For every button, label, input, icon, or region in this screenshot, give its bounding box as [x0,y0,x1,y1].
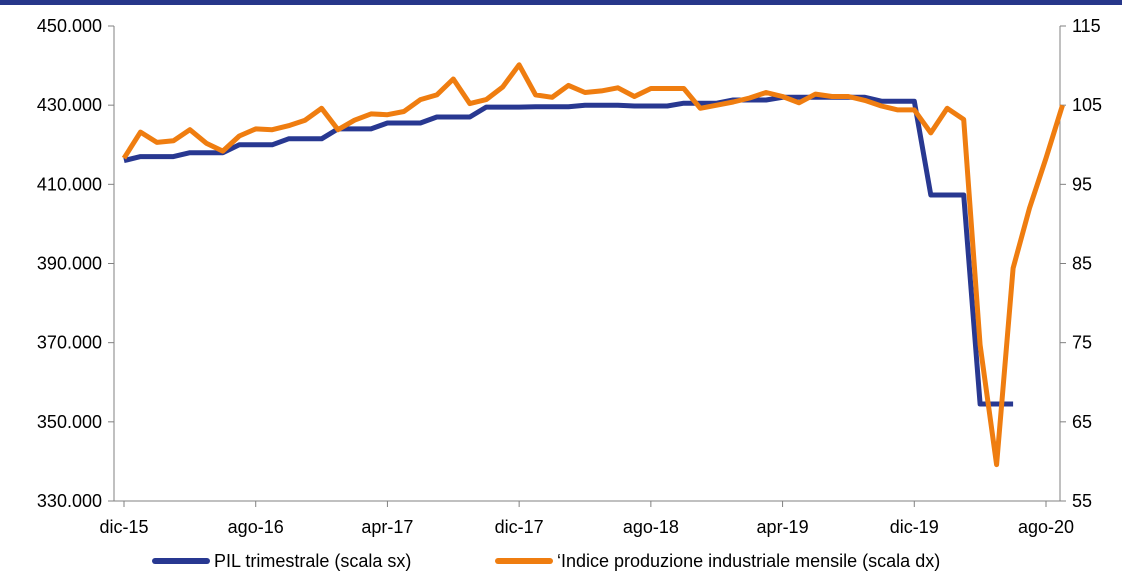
left-tick-label: 330.000 [37,491,102,511]
left-tick-label: 390.000 [37,254,102,274]
x-tick-label: apr-19 [757,517,809,537]
right-tick-label: 55 [1072,491,1092,511]
x-tick-label: ago-16 [228,517,284,537]
left-axis-ticks: 330.000 350.000 370.000 390.000 410.000 430.0… [37,16,114,511]
legend-swatch-indice [495,558,553,564]
legend-item-pil: PIL trimestrale (scala sx) [152,546,411,576]
x-tick-label: apr-17 [361,517,413,537]
x-tick-label: ago-20 [1018,517,1074,537]
legend-swatch-pil [152,558,210,564]
x-axis-ticks: dic-15 ago-16 apr-17 dic-17 ago-18 apr-19 dic-… [99,501,1074,537]
dual-axis-line-chart: 330.000 350.000 370.000 390.000 410.000 430.0… [37,16,1102,537]
x-tick-label: dic-15 [99,517,148,537]
right-tick-label: 75 [1072,333,1092,353]
left-tick-label: 410.000 [37,174,102,194]
right-tick-label: 85 [1072,254,1092,274]
right-tick-label: 65 [1072,412,1092,432]
right-tick-label: 95 [1072,174,1092,194]
axes-layer [113,26,1061,502]
legend: PIL trimestrale (scala sx) ‘Indice produ… [0,546,1122,576]
x-tick-label: dic-19 [890,517,939,537]
left-tick-label: 350.000 [37,412,102,432]
top-accent-bar [0,0,1122,5]
right-tick-label: 115 [1072,16,1101,36]
x-tick-label: ago-18 [623,517,679,537]
left-tick-label: 430.000 [37,95,102,115]
legend-label-indice: ‘Indice produzione industriale mensile (… [557,550,941,571]
x-tick-label: dic-17 [495,517,544,537]
right-tick-label: 105 [1072,95,1102,115]
series-line-indice [121,62,1065,468]
series-layer [121,62,1065,468]
series-line-pil [123,94,1014,407]
legend-label-pil: PIL trimestrale (scala sx) [214,550,412,571]
right-axis-ticks: 55 65 75 85 95 105 115 [1060,16,1102,511]
left-tick-label: 370.000 [37,333,102,353]
left-tick-label: 450.000 [37,16,102,36]
legend-item-indice: ‘Indice produzione industriale mensile (… [495,546,940,576]
